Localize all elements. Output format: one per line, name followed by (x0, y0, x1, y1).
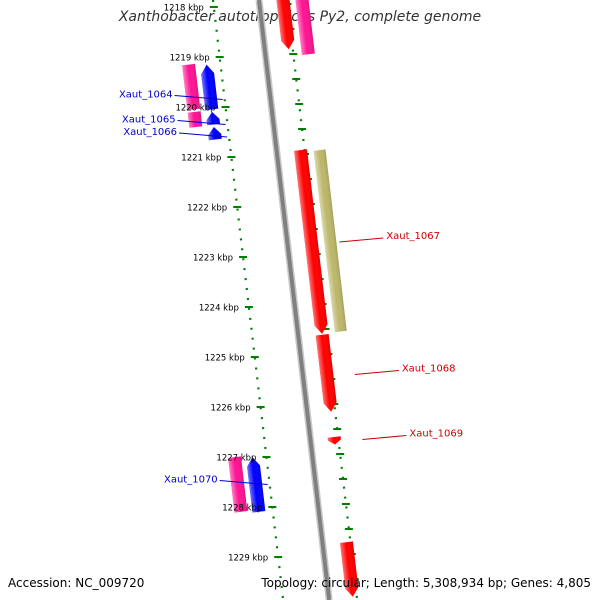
cds-feature-red (294, 149, 328, 334)
gene-leader-line (362, 435, 407, 440)
ruler-label: 1227 kbp (216, 454, 256, 464)
cds-feature-khaki (313, 149, 347, 333)
cds-feature-red (275, 0, 295, 50)
ruler-label: 1226 kbp (211, 404, 251, 414)
outer-dotted-guide (285, 0, 359, 600)
backbone (255, 0, 333, 600)
cds-feature-pink (182, 63, 201, 111)
ruler-label: 1222 kbp (187, 204, 227, 214)
gene-leader-line (174, 95, 223, 100)
gene-label: Xaut_1067 (386, 231, 440, 242)
features (182, 0, 359, 597)
genome-summary-text: Topology: circular; Length: 5,308,934 bp… (261, 576, 591, 590)
cds-highlight (208, 127, 222, 141)
ruler-label: 1221 kbp (181, 154, 221, 164)
gene-label: Xaut_1069 (409, 429, 463, 440)
inner-dotted-guide (211, 0, 285, 600)
accession-text: Accession: NC_009720 (8, 576, 145, 590)
gene-leader-line (339, 237, 384, 243)
cds-feature-pink (187, 111, 203, 128)
gene-label: Xaut_1068 (402, 364, 456, 375)
cds-feature-red (339, 541, 359, 597)
gene-label: Xaut_1065 (122, 115, 176, 126)
cds-highlight (182, 63, 201, 111)
ruler: 1218 kbp 1219 kbp 1220 kbp 1221 kbp 1222 kbp… (164, 4, 283, 564)
cds-feature-blue (208, 127, 222, 141)
gene-label: Xaut_1070 (164, 475, 218, 486)
ruler-label: 1218 kbp (164, 4, 204, 14)
ruler-label: 1228 kbp (222, 504, 262, 514)
cds-highlight (294, 0, 315, 56)
cds-highlight (228, 456, 248, 513)
cds-highlight (339, 541, 359, 597)
gene-label: Xaut_1064 (119, 90, 173, 101)
gene-leader-line (354, 370, 399, 375)
gene-leader-line (219, 480, 268, 485)
cds-highlight (206, 112, 221, 126)
ruler-label: 1219 kbp (170, 54, 210, 64)
cds-feature-pink (294, 0, 315, 56)
ruler-label: 1229 kbp (228, 554, 268, 564)
cds-highlight (187, 111, 203, 128)
cds-highlight (247, 457, 266, 513)
ruler-label: 1223 kbp (193, 254, 233, 264)
ruler-label: 1224 kbp (199, 304, 239, 314)
gene-leader-line (177, 120, 226, 125)
backbone-line (257, 0, 332, 600)
cds-feature-red (327, 436, 341, 445)
cds-highlight (327, 436, 341, 445)
ruler-label: 1220 kbp (175, 104, 215, 114)
cds-highlight (275, 0, 295, 50)
gene-leader-line (178, 132, 228, 138)
ruler-label: 1225 kbp (205, 354, 245, 364)
cds-highlight (315, 334, 337, 412)
cds-feature-pink (228, 456, 248, 513)
cds-feature-red (315, 334, 337, 412)
gene-label: Xaut_1066 (123, 127, 177, 138)
cds-feature-blue (206, 112, 221, 126)
cds-highlight (294, 149, 328, 334)
cds-feature-blue (247, 457, 266, 513)
cds-highlight (313, 149, 347, 333)
